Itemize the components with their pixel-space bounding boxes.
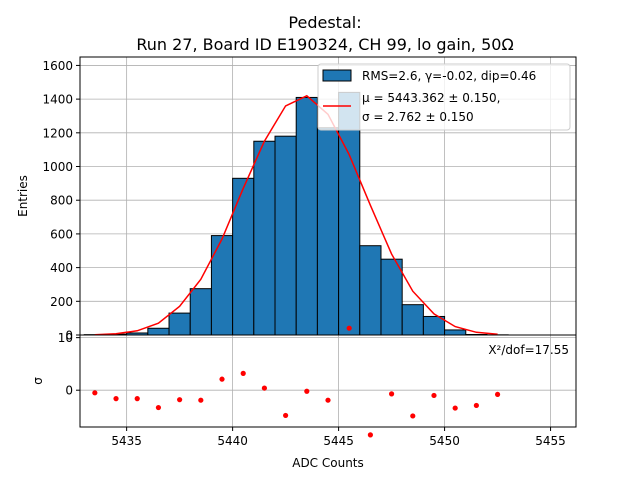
y-tick-label-top: 0: [65, 329, 73, 343]
axis-ticks: 5435 5440 5445 5450 5455 0 200 400 600 800 1000 120…: [42, 59, 565, 448]
chart-title-line1: Pedestal:: [288, 13, 361, 32]
residual-point: [92, 390, 98, 396]
y-tick-label-top: 1200: [42, 126, 73, 140]
histogram-bar: [189, 288, 212, 336]
x-tick-label: 5450: [429, 434, 460, 448]
residual-point: [134, 396, 140, 402]
residual-point: [219, 376, 225, 382]
axes-frames: [79, 56, 577, 428]
residual-point: [304, 388, 310, 394]
histogram-bar: [232, 177, 255, 336]
histogram-bar: [401, 304, 424, 336]
y-tick-label-top: 1000: [42, 160, 73, 174]
y-tick-label-top: 800: [50, 194, 73, 208]
histogram-bars: [83, 91, 509, 336]
histogram-bar: [210, 235, 234, 336]
histogram-bar: [316, 127, 340, 336]
histogram-bar: [295, 96, 318, 336]
histogram-bar: [422, 315, 446, 336]
legend-fit-label-line2: σ = 2.762 ± 0.150: [362, 110, 474, 124]
x-tick-label: 5435: [111, 434, 142, 448]
residual-point: [155, 404, 162, 411]
y-tick-label-top: 400: [50, 261, 73, 275]
histogram-bar: [147, 327, 170, 336]
residual-point: [388, 391, 395, 397]
residual-point: [494, 391, 501, 398]
histogram-bar: [444, 329, 467, 336]
residual-point: [198, 397, 204, 403]
y-tick-label-top: 1600: [42, 59, 73, 73]
y-tick-label-top: 1400: [42, 93, 73, 107]
residual-point: [325, 397, 331, 403]
y-tick-label-top: 600: [50, 227, 73, 241]
bottom-grid: [80, 335, 576, 427]
legend-box: [317, 63, 571, 131]
histogram-bar: [274, 135, 297, 336]
y-tick-label-top: 200: [50, 295, 73, 309]
legend-histogram-label: RMS=2.6, γ=-0.02, dip=0.46: [362, 69, 536, 83]
histogram-bar: [168, 312, 191, 336]
histogram-bar: [380, 258, 403, 336]
residual-point: [367, 432, 373, 438]
histogram-bar: [359, 245, 382, 336]
x-tick-label: 5455: [535, 434, 566, 448]
residual-point: [431, 392, 437, 399]
y-axis-label-bottom: σ: [31, 377, 45, 385]
x-axis-label: ADC Counts: [292, 456, 364, 470]
residual-point: [240, 370, 246, 376]
y-axis-label-top: Entries: [16, 175, 30, 217]
legend-histogram-swatch: [322, 69, 352, 82]
residual-point: [261, 385, 268, 391]
legend-fit-label-line1: μ = 5443.362 ± 0.150,: [362, 91, 500, 105]
chi2-annotation: X²/dof=17.55: [488, 343, 569, 357]
x-tick-label: 5445: [323, 434, 354, 448]
residual-point: [283, 412, 289, 419]
chart-title-line2: Run 27, Board ID E190324, CH 99, lo gain…: [136, 35, 513, 54]
bottom-axes-frame: [79, 334, 577, 428]
residual-points: [92, 325, 501, 438]
residual-point: [410, 413, 416, 419]
y-tick-label-bottom: 0: [65, 384, 73, 398]
x-tick-label: 5440: [217, 434, 248, 448]
residual-point: [452, 405, 458, 411]
histogram-bar: [253, 140, 276, 336]
residual-point: [177, 397, 183, 403]
legend: RMS=2.6, γ=-0.02, dip=0.46 μ = 5443.362 …: [317, 63, 571, 131]
fit-curve-line: [94, 94, 498, 336]
residual-point: [113, 396, 119, 402]
residual-point: [346, 325, 352, 331]
y-tick-label-bottom: 10: [58, 331, 73, 345]
residual-point: [473, 402, 479, 409]
